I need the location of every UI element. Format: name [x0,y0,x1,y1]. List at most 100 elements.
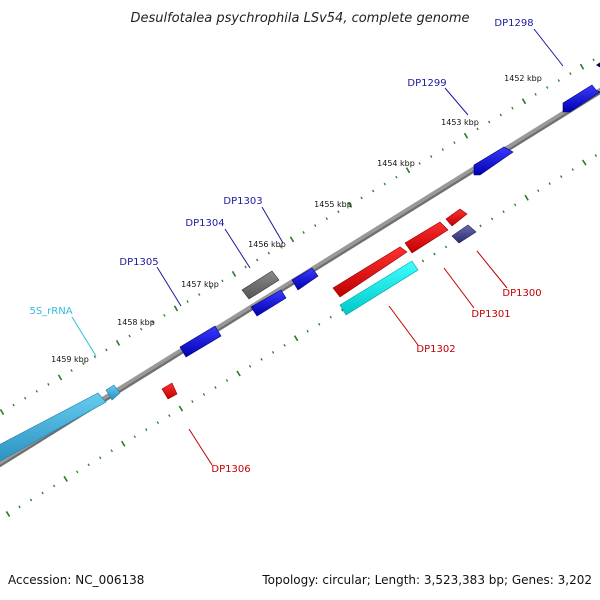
scale-tick [289,236,295,243]
gene-dp1306[interactable] [161,382,178,400]
scale-tick [0,409,5,415]
scale-tick [521,98,527,105]
scale-tick [444,245,448,249]
scale-tick [347,201,353,208]
scale-tick [557,79,560,82]
scale-tick [325,217,328,221]
gene-dp1300[interactable] [445,208,468,227]
scale-tick [511,106,514,110]
gene-label-5s-rrna: 5S_rRNA [29,306,72,317]
scale-tick [52,484,56,488]
scale-tick [41,491,44,495]
scale-tick [479,224,482,228]
scale-label: 1456 kbp [248,240,286,249]
gene-dp1298[interactable] [596,60,600,70]
gene-dp1302-cyan[interactable] [339,260,419,316]
leader-dp1303 [261,206,284,244]
scale-tick [267,251,270,255]
scale-tick [513,203,517,207]
gene-rrna-block[interactable] [0,392,107,464]
scale-tick [421,259,425,263]
gene-dp1304-gray[interactable] [241,270,280,300]
scale-tick [163,313,166,317]
scale-tick [47,382,50,386]
scale-tick [490,217,494,221]
leader-dp1302 [388,305,419,346]
leader-dp1300 [476,250,508,289]
scale-ticks-inner [5,154,598,518]
scale-tick [569,72,572,76]
scale-tick [186,300,189,303]
map-title: Desulfotalea psychrophila LSv54, complet… [130,11,469,26]
accession-text: Accession: NC_006138 [8,573,145,587]
scale-tick [133,435,136,439]
scale-tick [463,132,469,139]
scale-tick [372,189,375,193]
gene-label-dp1305: DP1305 [119,257,158,268]
leader-dp1299 [444,87,469,116]
scale-tick [63,475,68,482]
gene-dp1299-block[interactable] [562,84,600,113]
scale-tick [476,127,479,131]
gene-dp1302-red[interactable] [332,246,408,298]
gene-blue-block[interactable] [473,146,514,176]
scale-tick [453,141,456,145]
scale-tick [405,167,411,174]
leader-dp1298 [533,28,564,67]
leader-dp1305 [156,266,182,307]
genome-summary-text: Topology: circular; Length: 3,523,383 bp… [262,573,592,587]
scale-tick [318,322,321,326]
scale-tick [383,182,386,186]
scale-tick [18,505,21,509]
scale-tick [225,379,229,382]
scale-tick [191,400,194,403]
leader-dp1306 [188,428,213,466]
scale-label: 1459 kbp [51,355,89,364]
scale-tick [502,210,505,214]
scale-label: 1455 kbp [314,200,352,209]
scale-tick [221,279,224,283]
gene-dp1303[interactable] [291,267,319,291]
scale-tick [156,421,160,425]
scale-tick [248,365,252,368]
scale-tick [537,189,540,193]
gene-dp1304-blue[interactable] [250,289,287,317]
scale-tick [209,286,212,290]
scale-tick [592,58,595,62]
scale-tick [499,113,502,117]
scale-tick [29,498,33,502]
scale-tick [105,348,108,352]
scale-tick [231,270,237,277]
scale-tick [5,510,11,518]
scale-tick [594,154,598,157]
scale-tick [110,449,113,453]
scale-tick [341,308,344,312]
scale-tick [12,403,15,407]
scale-tick [524,194,529,201]
gene-5s-rrna[interactable] [105,384,121,401]
scale-tick [260,357,263,361]
scale-tick [571,168,574,171]
leader-dp1304 [224,228,251,269]
scale-tick [168,414,171,417]
gene-label-dp1302: DP1302 [416,344,455,355]
scale-tick [271,350,275,354]
scale-tick [173,305,179,312]
gene-dp1300-navy[interactable] [451,224,477,244]
gene-dp1305[interactable] [179,325,222,358]
gene-dp1301[interactable] [404,221,449,254]
scale-ticks-outer [0,58,595,415]
gene-label-dp1306: DP1306 [211,464,250,475]
gene-label-dp1298: DP1298 [494,18,533,29]
scale-tick [70,369,73,372]
scale-tick [99,456,102,460]
scale-tick [145,428,148,432]
scale-tick [128,334,131,338]
scale-tick [202,393,206,396]
scale-tick [82,362,85,366]
scale-tick [337,210,340,214]
scale-tick [546,86,549,89]
scale-tick [418,162,421,165]
scale-tick [87,463,90,467]
scale-tick [140,327,143,331]
